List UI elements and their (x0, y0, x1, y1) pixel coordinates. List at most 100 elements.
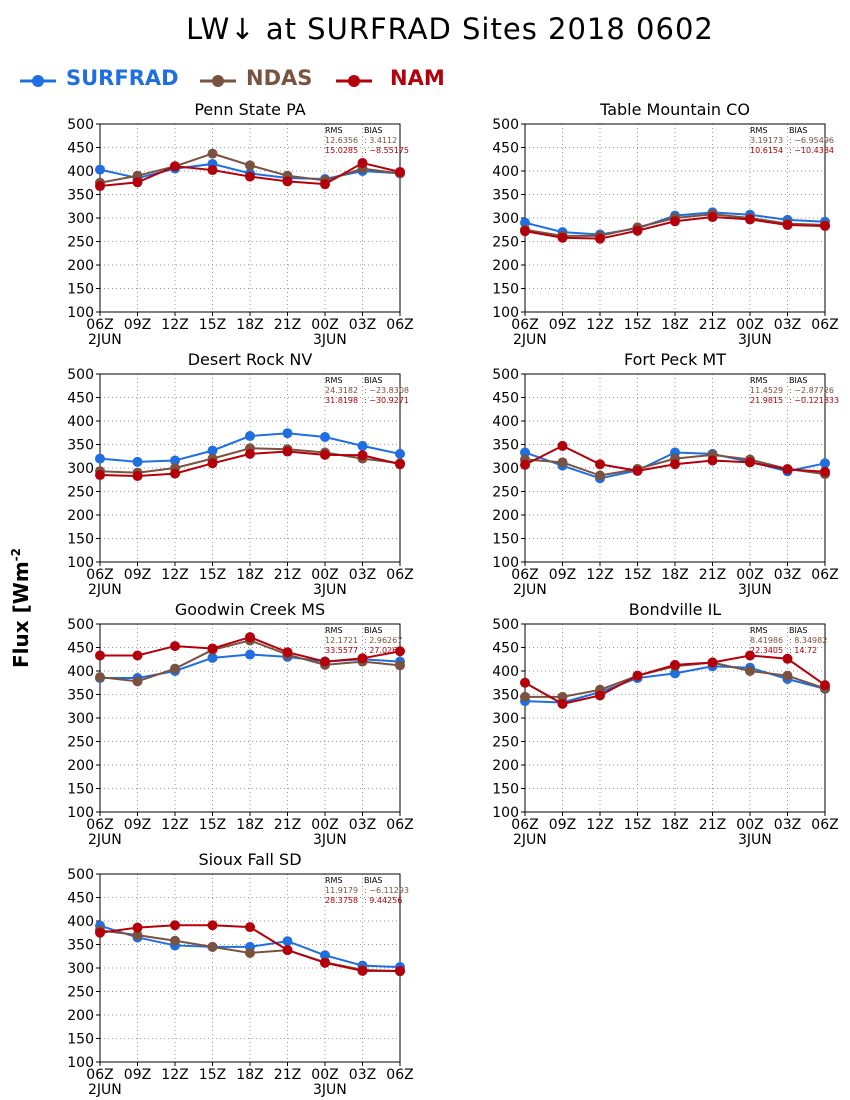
panel-title: Fort Peck MT (624, 350, 726, 369)
y-tick-label: 250 (492, 735, 519, 751)
stats-header-rms: RMS (750, 626, 768, 635)
x-tick-label: 00Z (311, 817, 338, 833)
stats-rms-value: 33.5577 (325, 646, 358, 655)
data-point-nam (132, 470, 143, 481)
data-point-ndas (557, 457, 568, 468)
data-point-nam (707, 455, 718, 466)
y-tick-label: 100 (492, 805, 519, 821)
x-tick-label: 09Z (124, 567, 151, 583)
y-tick-label: 250 (67, 485, 94, 501)
data-point-surfrad (820, 458, 830, 469)
data-point-surfrad (170, 455, 180, 466)
x-date-label: 2JUN (88, 1082, 122, 1098)
x-tick-label: 15Z (199, 817, 226, 833)
y-tick-label: 150 (492, 782, 519, 798)
y-tick-label: 100 (67, 1055, 94, 1071)
x-tick-label: 06Z (386, 817, 413, 833)
y-tick-label: 200 (67, 1008, 94, 1024)
x-date-label: 2JUN (88, 832, 122, 848)
data-point-nam (95, 927, 105, 938)
x-tick-label: 00Z (311, 317, 338, 333)
y-tick-label: 450 (67, 641, 94, 657)
data-point-nam (557, 232, 568, 243)
y-tick-label: 400 (492, 664, 519, 680)
data-point-nam (132, 177, 143, 188)
x-date-label: 3JUN (313, 1082, 347, 1098)
x-tick-label: 06Z (86, 567, 113, 583)
stats-bias-value: : −6.11293 (364, 886, 409, 895)
stats-header-bias: BIAS (364, 876, 382, 885)
x-tick-label: 18Z (236, 817, 263, 833)
data-point-surfrad (520, 447, 530, 458)
y-tick-label: 200 (67, 258, 94, 274)
x-tick-label: 15Z (624, 317, 651, 333)
data-point-surfrad (245, 649, 255, 660)
y-tick-label: 500 (492, 617, 519, 633)
x-tick-label: 21Z (699, 317, 726, 333)
x-tick-label: 18Z (236, 1067, 263, 1083)
x-tick-label: 21Z (699, 567, 726, 583)
data-point-nam (820, 220, 830, 231)
x-tick-label: 00Z (736, 317, 763, 333)
stats-rms-value: 8.41986 (750, 636, 783, 645)
data-point-nam (707, 657, 718, 668)
x-tick-label: 06Z (386, 317, 413, 333)
stats-bias-value: : 9.44256 (364, 896, 402, 905)
x-tick-label: 06Z (511, 317, 538, 333)
data-point-nam (632, 670, 643, 681)
data-point-surfrad (395, 448, 405, 459)
data-point-nam (320, 656, 330, 667)
data-point-nam (170, 468, 180, 479)
data-point-nam (632, 225, 643, 236)
x-tick-label: 03Z (774, 817, 801, 833)
data-point-nam (595, 233, 605, 244)
data-point-surfrad (357, 440, 368, 451)
x-tick-label: 03Z (774, 567, 801, 583)
x-tick-label: 18Z (661, 317, 688, 333)
y-axis-label-sup: -2 (9, 548, 23, 561)
y-tick-label: 500 (67, 117, 94, 133)
y-tick-label: 500 (67, 367, 94, 383)
stats-bias-value: : −8.55175 (364, 146, 409, 155)
x-tick-label: 06Z (86, 817, 113, 833)
y-tick-label: 150 (492, 282, 519, 298)
x-date-label: 3JUN (738, 832, 772, 848)
stats-rms-value: 28.3758 (325, 896, 358, 905)
data-point-nam (745, 214, 755, 225)
x-tick-label: 12Z (586, 567, 613, 583)
y-tick-label: 300 (67, 961, 94, 977)
data-point-nam (207, 458, 218, 469)
y-tick-label: 500 (67, 617, 94, 633)
y-tick-label: 350 (67, 938, 94, 954)
x-tick-label: 00Z (736, 817, 763, 833)
x-tick-label: 15Z (624, 567, 651, 583)
y-tick-label: 400 (67, 414, 94, 430)
x-tick-label: 03Z (774, 317, 801, 333)
data-point-nam (595, 690, 605, 701)
data-point-nam (395, 166, 405, 177)
data-point-ndas (745, 666, 755, 676)
data-point-nam (357, 653, 368, 664)
y-tick-label: 150 (492, 532, 519, 548)
stats-bias-value: : −2.87726 (789, 386, 834, 395)
data-point-nam (320, 957, 330, 968)
y-tick-label: 400 (67, 164, 94, 180)
data-point-surfrad (95, 164, 105, 175)
data-point-surfrad (320, 950, 330, 961)
data-point-nam (670, 459, 680, 470)
data-point-nam (357, 450, 368, 461)
data-point-ndas (132, 930, 143, 941)
data-point-nam (320, 179, 330, 190)
data-point-surfrad (132, 456, 143, 467)
data-point-ndas (782, 670, 793, 681)
panel-title: Desert Rock NV (188, 350, 313, 369)
stats-bias-value: : −6.95496 (789, 136, 834, 145)
stats-rms-value: 21.9815 (750, 396, 783, 405)
data-point-nam (207, 920, 218, 931)
x-tick-label: 06Z (511, 567, 538, 583)
data-point-nam (357, 158, 368, 169)
stats-header-bias: BIAS (364, 126, 382, 135)
stats-rms-value: 22.3405 (750, 646, 783, 655)
